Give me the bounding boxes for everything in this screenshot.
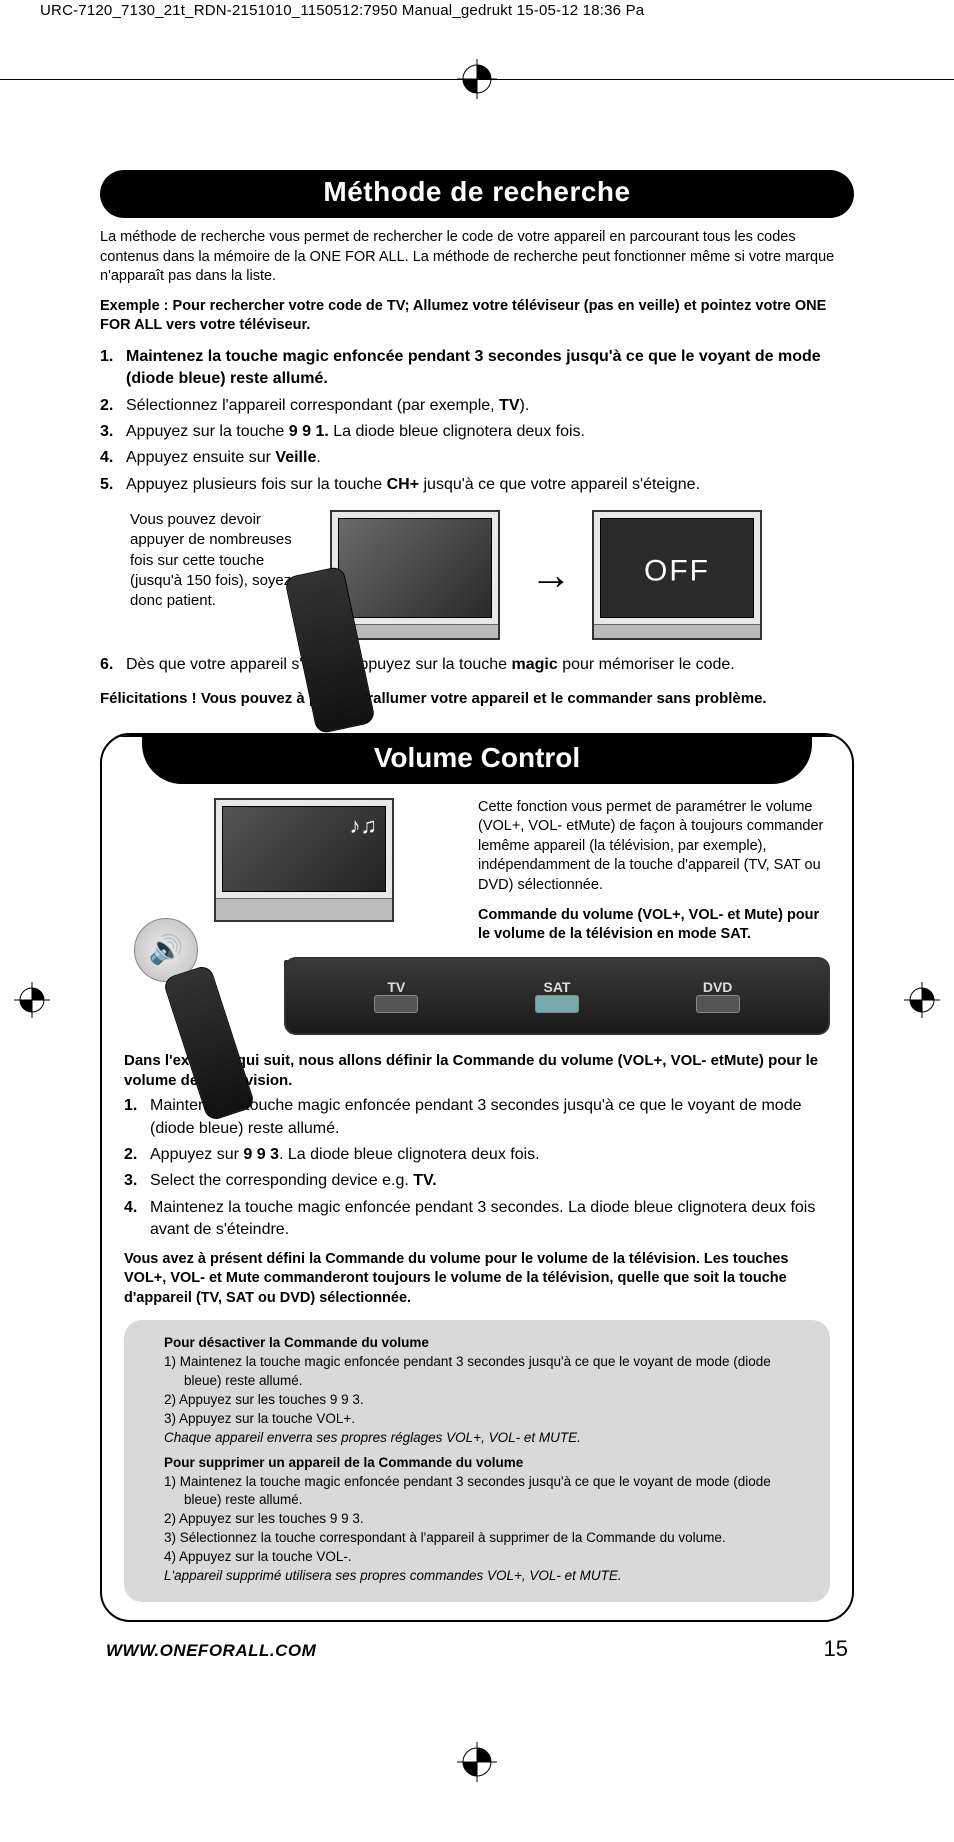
step-3: 3.Appuyez sur la touche 9 9 1. La diode … <box>100 421 854 443</box>
step-num: 6. <box>100 654 126 676</box>
registration-mark-right <box>902 980 942 1020</box>
step-text: Appuyez sur la touche 9 9 1. La diode bl… <box>126 421 854 443</box>
step-text: Appuyez sur 9 9 3. La diode bleue cligno… <box>150 1144 830 1166</box>
vc-step-2: 2.Appuyez sur 9 9 3. La diode bleue clig… <box>124 1144 830 1166</box>
registration-mark-left <box>12 980 52 1020</box>
congrats-text: Félicitations ! Vous pouvez à présent ra… <box>100 689 854 709</box>
vc-info-box: Pour désactiver la Commande du volume 1)… <box>124 1320 830 1602</box>
box1-item: 2) Appuyez sur les touches 9 9 3. <box>164 1391 808 1410</box>
slab-label-dvd: DVD <box>696 979 740 995</box>
vc-result: Vous avez à présent défini la Commande d… <box>124 1250 830 1309</box>
box2-head: Pour supprimer un appareil de la Command… <box>164 1454 808 1473</box>
recherche-diagram: Vous pouvez devoir appuyer de nombreuses… <box>130 510 854 640</box>
slab-dvd: DVD <box>696 979 740 1013</box>
step-text: Dès que votre appareil s'éteint, appuyez… <box>126 654 854 676</box>
step-text: Maintenez la touche magic enfoncée penda… <box>126 346 854 391</box>
box1-item: 1) Maintenez la touche magic enfoncée pe… <box>164 1353 808 1391</box>
step-text: Sélectionnez l'appareil correspondant (p… <box>126 395 854 417</box>
step-2: 2.Sélectionnez l'appareil correspondant … <box>100 395 854 417</box>
vc-top-row: ♪♫ SAT/CBL 🔊 Cette fonction vous permet … <box>124 798 830 945</box>
slab-label-tv: TV <box>374 979 418 995</box>
recherche-intro: La méthode de recherche vous permet de r… <box>100 228 854 287</box>
step-num: 4. <box>100 447 126 469</box>
vc-intro-col: Cette fonction vous permet de paramétrer… <box>478 798 830 945</box>
box2-item: 2) Appuyez sur les touches 9 9 3. <box>164 1510 808 1529</box>
slab-label-sat: SAT <box>535 979 579 995</box>
recherche-steps: 1.Maintenez la touche magic enfoncée pen… <box>100 346 854 496</box>
slab-sat: SAT <box>535 979 579 1013</box>
box1-note: Chaque appareil enverra ses propres régl… <box>164 1429 808 1448</box>
off-label: OFF <box>644 555 710 589</box>
recherche-example: Exemple : Pour rechercher votre code de … <box>100 297 854 336</box>
section-title-recherche: Méthode de recherche <box>100 170 854 218</box>
box2-item: 4) Appuyez sur la touche VOL-. <box>164 1548 808 1567</box>
step-num: 4. <box>124 1197 150 1242</box>
step-5: 5.Appuyez plusieurs fois sur la touche C… <box>100 474 854 496</box>
step-text: Maintenez la touche magic enfoncée penda… <box>150 1197 830 1242</box>
footer-url: WWW.ONEFORALL.COM <box>106 1641 316 1661</box>
page-content: Méthode de recherche La méthode de reche… <box>0 80 954 1702</box>
registration-mark-bottom <box>0 1742 954 1787</box>
step-num: 2. <box>124 1144 150 1166</box>
box2-note: L'appareil supprimé utilisera ses propre… <box>164 1567 808 1586</box>
box2-item: 1) Maintenez la touche magic enfoncée pe… <box>164 1473 808 1511</box>
vc-step-4: 4.Maintenez la touche magic enfoncée pen… <box>124 1197 830 1242</box>
arrow-right-icon: → <box>530 551 572 599</box>
volume-control-section: Volume Control ♪♫ SAT/CBL 🔊 Cette foncti… <box>100 733 854 1622</box>
box1-item: 3) Appuyez sur la touche VOL+. <box>164 1410 808 1429</box>
step-4: 4.Appuyez ensuite sur Veille. <box>100 447 854 469</box>
step-1: 1.Maintenez la touche magic enfoncée pen… <box>100 346 854 391</box>
step-6: 6.Dès que votre appareil s'éteint, appuy… <box>100 654 854 676</box>
step-num: 3. <box>124 1170 150 1192</box>
vc-subhead: Commande du volume (VOL+, VOL- et Mute) … <box>478 906 830 945</box>
step-num: 2. <box>100 395 126 417</box>
print-meta-header: URC-7120_7130_21t_RDN-2151010_1150512:79… <box>0 0 954 19</box>
recherche-step6: 6.Dès que votre appareil s'éteint, appuy… <box>100 654 854 676</box>
vc-illustration: ♪♫ SAT/CBL 🔊 <box>124 798 464 945</box>
remote-slab-graphic: TV SAT DVD <box>284 957 830 1035</box>
slab-tv: TV <box>374 979 418 1013</box>
step-num: 5. <box>100 474 126 496</box>
page-number: 15 <box>824 1636 848 1662</box>
section-title-volume: Volume Control <box>142 736 812 784</box>
crop-border-top: URC-7120_7130_21t_RDN-2151010_1150512:79… <box>0 0 954 80</box>
vc-intro: Cette fonction vous permet de paramétrer… <box>478 798 830 896</box>
step-num: 1. <box>100 346 126 391</box>
page-footer: WWW.ONEFORALL.COM 15 <box>100 1636 854 1662</box>
patience-note: Vous pouvez devoir appuyer de nombreuses… <box>130 510 310 611</box>
step-num: 3. <box>100 421 126 443</box>
step-text: Appuyez plusieurs fois sur la touche CH+… <box>126 474 854 496</box>
box1-head: Pour désactiver la Commande du volume <box>164 1334 808 1353</box>
step-text: Appuyez ensuite sur Veille. <box>126 447 854 469</box>
vc-steps: 1. Maintenez la touche magic enfoncée pen… <box>124 1095 830 1241</box>
vc-step-3: 3.Select the corresponding device e.g. T… <box>124 1170 830 1192</box>
step-num: 1. <box>124 1095 150 1140</box>
box2-item: 3) Sélectionnez la touche correspondant … <box>164 1529 808 1548</box>
tv-off-graphic: OFF <box>592 510 762 640</box>
step-text: Select the corresponding device e.g. TV. <box>150 1170 830 1192</box>
tv-on-graphic <box>330 510 510 640</box>
